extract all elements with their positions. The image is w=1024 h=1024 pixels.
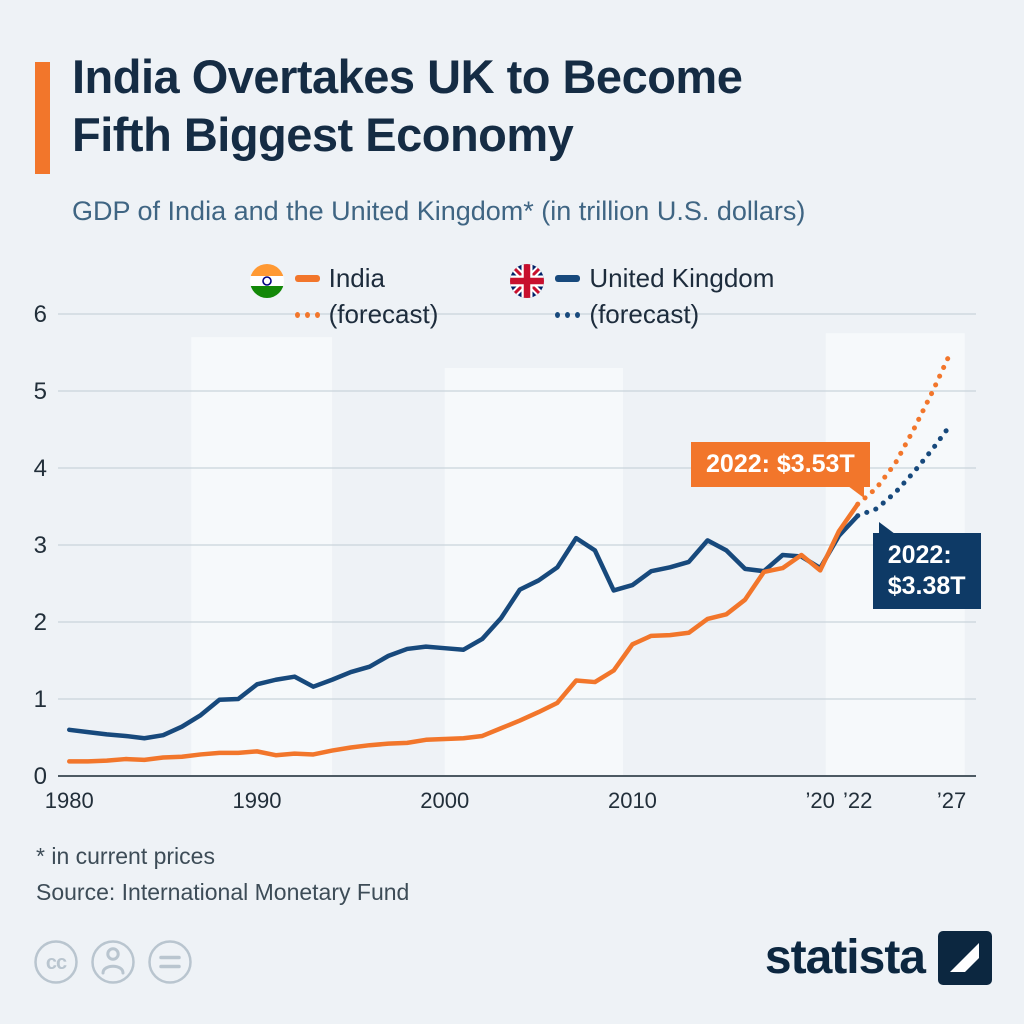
uk-line-swatch <box>555 275 581 282</box>
y-tick-6: 6 <box>34 301 47 328</box>
legend-india-label: India <box>328 263 385 293</box>
annotation-india-text: 2022: $3.53T <box>706 449 855 478</box>
background-band-1 <box>444 367 624 776</box>
uk-flag-icon <box>510 264 545 298</box>
y-tick-0: 0 <box>34 763 47 790</box>
legend-uk-label: United Kingdom <box>589 263 775 293</box>
y-tick-3: 3 <box>34 532 47 559</box>
annotation-uk-line1: 2022: <box>887 540 952 569</box>
footnote-source: Source: International Monetary Fund <box>36 879 410 905</box>
y-tick-5: 5 <box>34 378 47 405</box>
india-forecast-swatch <box>294 311 320 318</box>
title-accent-bar <box>35 62 50 174</box>
y-tick-2: 2 <box>34 609 47 636</box>
x-tick-2022: ’22 <box>843 788 872 813</box>
chart-legend: India (forecast) <box>0 263 1024 330</box>
gdp-chart: 0 1 2 3 4 5 6 1980 1990 2000 2010 ’20 ’22 ’27 2022: $… <box>22 300 982 820</box>
gdp-chart-svg: 0 1 2 3 4 5 6 1980 1990 2000 2010 ’20 ’22 ’27 <box>34 301 976 813</box>
statista-logo-mark <box>938 930 992 985</box>
title-line-1: India Overtakes UK to Become <box>72 50 743 103</box>
title-line-2: Fifth Biggest Economy <box>72 108 574 161</box>
annotation-uk-line2: $3.38T <box>887 571 966 600</box>
series-line-uk-forecast <box>855 420 955 519</box>
x-tick-1980: 1980 <box>45 788 94 813</box>
legend-uk: United Kingdom (forecast) <box>510 263 774 330</box>
x-tick-2000: 2000 <box>420 788 469 813</box>
x-tick-2027: ’27 <box>937 788 966 813</box>
cc-icon: cc <box>34 940 78 984</box>
series-line-india-forecast <box>855 347 955 507</box>
annotation-uk: 2022: $3.38T <box>872 521 981 610</box>
legend-india: India (forecast) <box>249 263 439 330</box>
x-tick-2010: 2010 <box>608 788 657 813</box>
series-line-uk <box>67 513 860 741</box>
x-tick-1990: 1990 <box>233 788 282 813</box>
statista-wordmark: statista <box>764 931 926 984</box>
annotation-india: 2022: $3.53T <box>691 441 870 499</box>
page-title: India Overtakes UK to Become Fifth Bigge… <box>72 48 743 164</box>
y-tick-4: 4 <box>34 455 47 482</box>
uk-forecast-swatch <box>555 311 581 318</box>
x-tick-2020: ’20 <box>806 788 835 813</box>
equals-icon <box>148 940 192 984</box>
svg-text:cc: cc <box>46 952 67 974</box>
attribution-icon <box>91 940 135 984</box>
legend-uk-forecast-label: (forecast) <box>589 299 700 329</box>
legend-india-forecast-label: (forecast) <box>328 299 439 329</box>
india-line-swatch <box>294 275 320 282</box>
y-tick-1: 1 <box>34 686 47 713</box>
series-line-india <box>67 501 860 764</box>
statista-logo[interactable]: statista <box>765 930 992 985</box>
page-subtitle: GDP of India and the United Kingdom* (in… <box>72 196 806 226</box>
cc-license-icons[interactable]: cc <box>33 938 205 986</box>
india-flag-icon <box>249 264 284 298</box>
background-band-0 <box>191 337 333 776</box>
footnote-current-prices: * in current prices <box>36 843 215 869</box>
